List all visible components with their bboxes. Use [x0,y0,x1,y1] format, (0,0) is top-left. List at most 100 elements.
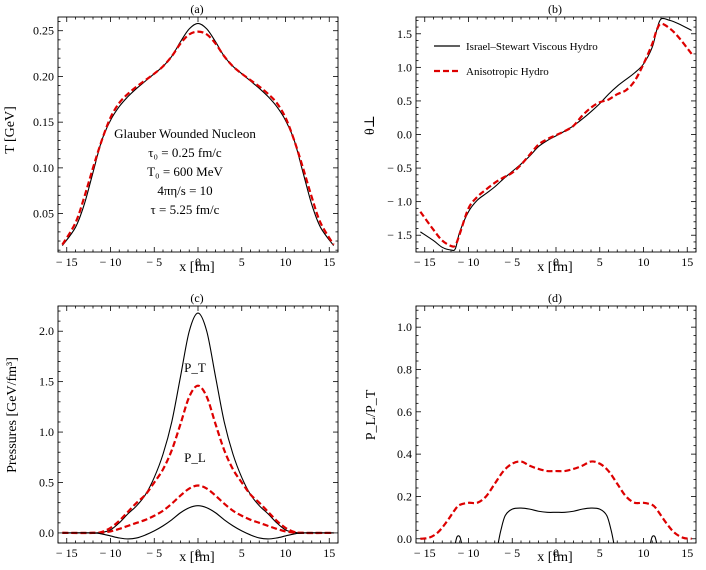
label-pl: P_L [184,450,206,465]
y-tick-label: 0.4 [397,447,412,461]
panel-d: (d) − 15− 10− 5 0 5 10 150.00.20.40.60.81.0 … [364,291,697,565]
x-tick-label: − 10 [100,546,122,560]
annotation-line-1: Glauber Wounded Nucleon [114,126,256,141]
y-tick-label: 0.15 [33,115,54,129]
series-line-solid [62,505,334,540]
x-tick-label: 0 [553,546,559,560]
x-tick-label: − 10 [458,546,480,560]
x-tick-label: − 5 [504,255,520,269]
panel-a: (a) − 15 − 10 − 5 0 5 10 15 0.05 0.10 0.15 0.20 0.2… [3,2,339,275]
panel-a-plot: − 15 − 10 − 5 0 5 10 15 0.05 0.10 0.15 0.20 0.25 [33,16,339,269]
panel-b-ylabel: θ⊥ [363,115,378,135]
x-tick-label: − 5 [146,546,162,560]
x-tick-label: − 5 [504,546,520,560]
x-tick-label: 10 [638,255,650,269]
panel-d-plot: − 15 − 10 − 5 0 5 10 15 0.0 0.2 0.4 0.6 0.8 1.0 [397,305,697,560]
series-group [420,460,692,543]
x-tick-label: 15 [323,255,335,269]
x-tick-label: − 15 [56,546,78,560]
x-tick-label: − 15 [414,255,436,269]
annotation-line-5: τ = 5.25 fm/c [151,202,220,217]
annotation-line-3: T₀ = 600 MeV [147,164,223,179]
x-tick-label: 10 [638,546,650,560]
panel-b: (b) − 15 − 10 − 5 0 5 10 15 − 1.5 − 1.0 − 0.5 0.0 0… [363,2,697,275]
y-tick-label: 1.0 [397,60,412,74]
x-tick-label: − 15 [56,255,78,269]
plot-frame [57,305,339,544]
x-tick-label: − 15 [414,546,436,560]
y-tick-label: 0.8 [397,362,412,376]
panel-b-plot: − 15 − 10 − 5 0 5 10 15 − 1.5 − 1.0 − 0.5 0.0 0.5 1.… [387,16,697,269]
panel-a-title: (a) [190,2,203,16]
series-group [62,312,334,540]
y-tick-label: 0.05 [33,207,54,221]
legend-label-anisotropic: Anisotropic Hydro [466,66,549,78]
y-tick-label: 0.20 [33,69,54,83]
series-group [419,17,693,252]
series-line-dashed [420,460,692,540]
series-line-solid [649,535,658,543]
x-tick-label: 5 [239,255,245,269]
y-tick-label: − 1.5 [387,228,412,242]
x-tick-label: − 10 [100,255,122,269]
x-tick-label: 0 [553,255,559,269]
annotation-line-4: 4πη/s = 10 [157,183,212,198]
y-tick-label: 0.0 [39,526,54,540]
panel-c-plot: − 15 − 10 − 5 0 5 10 15 0.0 0.5 1.0 1.5 2.0 [39,305,339,560]
panel-c-ylabel: Pressures [GeV/fm³] [5,357,20,473]
y-tick-label: 0.6 [397,405,412,419]
x-tick-label: 5 [597,546,603,560]
label-pt: P_T [184,360,206,375]
panel-d-ylabel: P_L/P_T [364,389,379,440]
x-tick-label: 10 [280,546,292,560]
y-tick-label: 1.5 [397,27,412,41]
y-tick-label: 0.5 [39,475,54,489]
panel-c-title: (c) [190,291,203,305]
x-tick-label: 15 [681,255,693,269]
y-tick-label: 0.25 [33,24,54,38]
x-tick-label: 10 [280,255,292,269]
panel-b-legend: Israel–Stewart Viscous Hydro Anisotropic… [434,41,598,78]
y-tick-label: 1.0 [39,425,54,439]
x-tick-label: − 10 [458,255,480,269]
panel-c-xlabel: x [fm] [179,550,214,565]
series-line-solid [61,22,335,246]
y-tick-label: − 1.0 [387,195,412,209]
annotation-line-2: τ₀ = 0.25 fm/c [148,145,222,160]
x-tick-label: 15 [681,546,693,560]
x-tick-label: 5 [239,546,245,560]
y-tick-label: 0.0 [397,532,412,546]
series-line-solid [497,507,615,543]
y-tick-label: 1.0 [397,320,412,334]
x-tick-label: − 5 [146,255,162,269]
x-tick-label: 5 [597,255,603,269]
x-tick-label: 15 [323,546,335,560]
series-line-dashed [62,384,334,535]
series-line-solid [454,535,463,543]
series-line-dashed [62,484,334,535]
panel-a-annotation: Glauber Wounded Nucleon τ₀ = 0.25 fm/c T… [114,126,256,217]
legend-label-viscous: Israel–Stewart Viscous Hydro [466,41,598,53]
series-line-solid [420,17,692,252]
series-line-dashed [419,22,693,248]
panel-d-xlabel: x [fm] [537,550,572,565]
y-tick-label: 0.10 [33,161,54,175]
panel-a-ylabel: T [GeV] [3,106,18,154]
panel-b-xlabel: x [fm] [537,260,572,275]
series-line-solid [62,312,334,534]
panel-c: (c) − 15 − 10 − 5 0 5 10 15 0.0 0.5 1.0 1.5 2.0 x [… [5,291,339,565]
panel-a-xlabel: x [fm] [179,260,214,275]
x-tick-label: 0 [195,546,201,560]
x-tick-label: 0 [195,255,201,269]
series-group [61,22,335,246]
y-tick-label: − 0.5 [387,161,412,175]
y-tick-label: 0.0 [397,128,412,142]
y-tick-label: 0.5 [397,94,412,108]
y-tick-label: 1.5 [39,375,54,389]
panel-b-title: (b) [548,2,562,16]
y-tick-label: 0.2 [397,489,412,503]
panel-d-title: (d) [548,291,562,305]
y-tick-label: 2.0 [39,324,54,338]
series-line-dashed [61,30,335,246]
